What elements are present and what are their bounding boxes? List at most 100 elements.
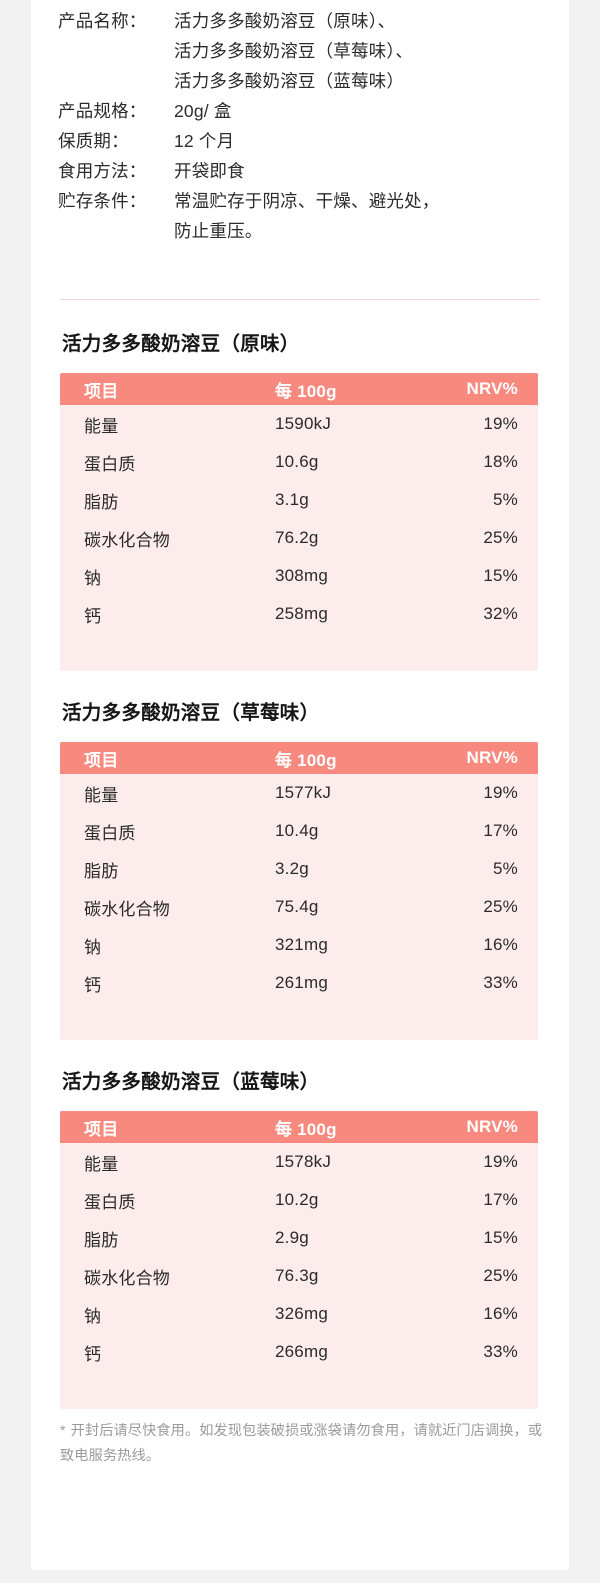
nutrient-amount: 326mg	[275, 1304, 328, 1323]
nutrient-name: 蛋白质	[84, 454, 136, 474]
nutrient-name: 能量	[84, 416, 119, 436]
nutrient-name: 钠	[84, 568, 102, 588]
nutrient-amount: 76.3g	[275, 1266, 319, 1285]
nutrient-nrv: 25%	[483, 897, 518, 916]
footnote-text: 开封后请尽快食用。如发现包装破损或涨袋请勿食用，请就近门店调换，或致电服务热线。	[60, 1423, 543, 1464]
nutrient-name: 钠	[84, 937, 102, 957]
table-row: 钙 258mg 32%	[60, 595, 538, 633]
nutrient-amount: 3.2g	[275, 859, 309, 878]
spec-value: 活力多多酸奶溶豆（原味）、 活力多多酸奶溶豆（草莓味）、 活力多多酸奶溶豆（蓝莓味）	[174, 6, 538, 96]
table-bottom-padding	[60, 1002, 538, 1040]
table-row: 钠 321mg 16%	[60, 926, 538, 964]
table-row: 碳水化合物 76.2g 25%	[60, 519, 538, 557]
spec-row: 产品规格： 20g/ 盒	[58, 96, 538, 126]
footnote: * 开封后请尽快食用。如发现包装破损或涨袋请勿食用，请就近门店调换，或致电服务热线…	[60, 1419, 547, 1469]
nutrition-table: 项目每 100g NRV% 能量 1578kJ 19% 蛋白质 10.2g 17% 脂肪 2.9g…	[60, 1111, 538, 1409]
nutrient-name: 碳水化合物	[84, 1268, 170, 1288]
column-header: NRV%	[435, 1111, 538, 1143]
nutrient-nrv: 17%	[483, 1190, 518, 1209]
nutrient-nrv: 19%	[483, 1152, 518, 1171]
nutrient-amount: 261mg	[275, 973, 328, 992]
table-header-row: 项目每 100g NRV%	[60, 742, 538, 774]
nutrient-amount: 321mg	[275, 935, 328, 954]
spec-row: 食用方法： 开袋即食	[58, 156, 538, 186]
spec-value-line: 活力多多酸奶溶豆（蓝莓味）	[174, 71, 405, 91]
nutrition-table: 项目每 100g NRV% 能量 1577kJ 19% 蛋白质 10.4g 17% 脂肪 3.2g…	[60, 742, 538, 1040]
spec-value-line: 防止重压。	[174, 221, 263, 241]
spec-value: 开袋即食	[174, 156, 538, 186]
nutrient-amount: 10.6g	[275, 452, 319, 471]
nutrient-amount: 3.1g	[275, 490, 309, 509]
product-info-page: 产品名称： 活力多多酸奶溶豆（原味）、 活力多多酸奶溶豆（草莓味）、 活力多多酸奶溶豆…	[31, 0, 569, 1570]
spec-value-line: 常温贮存于阴凉、干燥、避光处，	[174, 191, 440, 211]
spec-label: 产品名称：	[58, 11, 147, 31]
nutrient-name: 碳水化合物	[84, 899, 170, 919]
spec-value-line: 开袋即食	[174, 161, 245, 181]
nutrient-amount: 266mg	[275, 1342, 328, 1361]
table-bottom-padding-cell	[60, 1002, 538, 1040]
nutrient-nrv: 15%	[483, 1228, 518, 1247]
table-row: 蛋白质 10.4g 17%	[60, 812, 538, 850]
nutrient-name: 钠	[84, 1306, 102, 1326]
table-row: 脂肪 3.1g 5%	[60, 481, 538, 519]
nutrient-name: 蛋白质	[84, 823, 136, 843]
nutrition-section-strawberry: 活力多多酸奶溶豆（草莓味） 项目每 100g NRV% 能量 1577kJ 19% 蛋白质 1…	[60, 700, 540, 1040]
nutrient-nrv: 5%	[493, 490, 518, 509]
table-row: 能量 1577kJ 19%	[60, 774, 538, 812]
column-header: 项目	[60, 1111, 275, 1143]
nutrient-nrv: 25%	[483, 528, 518, 547]
spec-row: 产品名称： 活力多多酸奶溶豆（原味）、 活力多多酸奶溶豆（草莓味）、 活力多多酸奶溶豆…	[58, 6, 538, 96]
nutrient-amount: 1577kJ	[275, 783, 332, 802]
nutrient-nrv: 33%	[483, 973, 518, 992]
nutrient-amount: 2.9g	[275, 1228, 309, 1247]
table-row: 碳水化合物 75.4g 25%	[60, 888, 538, 926]
nutrient-name: 能量	[84, 1154, 119, 1174]
nutrient-amount: 1578kJ	[275, 1152, 332, 1171]
nutrient-amount: 10.4g	[275, 821, 319, 840]
column-header: 项目	[60, 373, 275, 405]
table-row: 脂肪 3.2g 5%	[60, 850, 538, 888]
table-bottom-padding	[60, 633, 538, 671]
nutrition-table: 项目每 100g NRV% 能量 1590kJ 19% 蛋白质 10.6g 18% 脂肪 3.1g…	[60, 373, 538, 671]
table-row: 钙 266mg 33%	[60, 1333, 538, 1371]
nutrient-nrv: 17%	[483, 821, 518, 840]
table-row: 碳水化合物 76.3g 25%	[60, 1257, 538, 1295]
nutrient-amount: 258mg	[275, 604, 328, 623]
nutrient-name: 脂肪	[84, 861, 119, 881]
nutrient-nrv: 16%	[483, 935, 518, 954]
spec-value-line: 活力多多酸奶溶豆（原味）、	[174, 11, 396, 31]
nutrient-amount: 308mg	[275, 566, 328, 585]
nutrient-nrv: 33%	[483, 1342, 518, 1361]
column-header: 每 100g	[275, 742, 435, 774]
table-header-row: 项目每 100g NRV%	[60, 373, 538, 405]
nutrient-name: 能量	[84, 785, 119, 805]
nutrition-section-blueberry: 活力多多酸奶溶豆（蓝莓味） 项目每 100g NRV% 能量 1578kJ 19% 蛋白质 1…	[60, 1069, 540, 1409]
table-bottom-padding	[60, 1371, 538, 1409]
nutrient-amount: 75.4g	[275, 897, 319, 916]
section-divider	[60, 299, 540, 300]
spec-value-line: 12 个月	[174, 131, 235, 151]
table-row: 钠 308mg 15%	[60, 557, 538, 595]
column-header: 项目	[60, 742, 275, 774]
nutrient-name: 脂肪	[84, 492, 119, 512]
nutrient-name: 钙	[84, 1344, 102, 1364]
column-header: NRV%	[435, 373, 538, 405]
table-bottom-padding-cell	[60, 1371, 538, 1409]
footnote-marker: *	[60, 1423, 66, 1439]
spec-value-line: 活力多多酸奶溶豆（草莓味）、	[174, 41, 414, 61]
product-spec-list: 产品名称： 活力多多酸奶溶豆（原味）、 活力多多酸奶溶豆（草莓味）、 活力多多酸奶溶豆…	[58, 6, 538, 246]
spec-value: 20g/ 盒	[174, 96, 538, 126]
table-row: 钙 261mg 33%	[60, 964, 538, 1002]
table-row: 能量 1590kJ 19%	[60, 405, 538, 443]
nutrient-nrv: 19%	[483, 783, 518, 802]
nutrient-name: 脂肪	[84, 1230, 119, 1250]
nutrient-nrv: 32%	[483, 604, 518, 623]
nutrient-name: 钙	[84, 606, 102, 626]
nutrient-name: 碳水化合物	[84, 530, 170, 550]
nutrient-nrv: 19%	[483, 414, 518, 433]
nutrient-nrv: 25%	[483, 1266, 518, 1285]
table-row: 能量 1578kJ 19%	[60, 1143, 538, 1181]
table-row: 蛋白质 10.6g 18%	[60, 443, 538, 481]
nutrient-name: 蛋白质	[84, 1192, 136, 1212]
nutrient-amount: 1590kJ	[275, 414, 332, 433]
